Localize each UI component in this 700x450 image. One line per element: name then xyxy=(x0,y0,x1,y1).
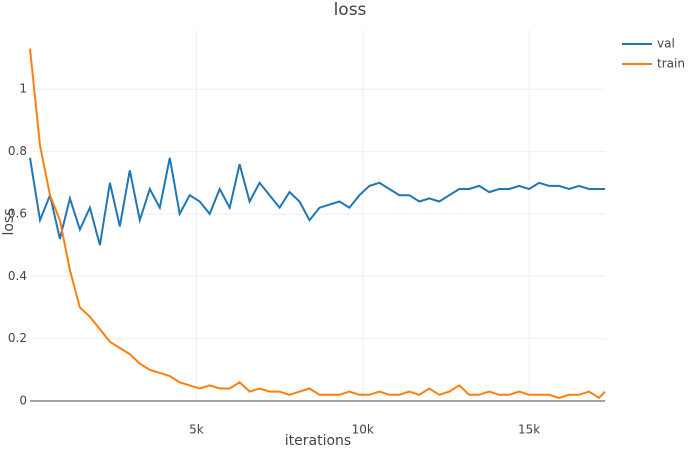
y-tick-label: 1 xyxy=(19,82,27,96)
line-series xyxy=(29,157,605,246)
y-tick-label: 0.2 xyxy=(8,331,27,345)
x-tick-label: 5k xyxy=(189,423,204,437)
line-series xyxy=(29,48,606,400)
legend-label: val xyxy=(657,37,675,51)
x-tick-label: 10k xyxy=(352,423,374,437)
y-tick-label: 0.8 xyxy=(8,144,27,158)
x-tick-label: 15k xyxy=(518,423,540,437)
x-axis-title: iterations xyxy=(285,433,351,449)
y-axis-title: loss xyxy=(1,208,17,235)
y-tick-label: 0 xyxy=(19,394,27,408)
y-tick-label: 0.6 xyxy=(8,206,27,220)
legend-label: train xyxy=(657,57,685,71)
chart-title: loss xyxy=(334,0,367,20)
y-tick-label: 0.4 xyxy=(8,269,27,283)
